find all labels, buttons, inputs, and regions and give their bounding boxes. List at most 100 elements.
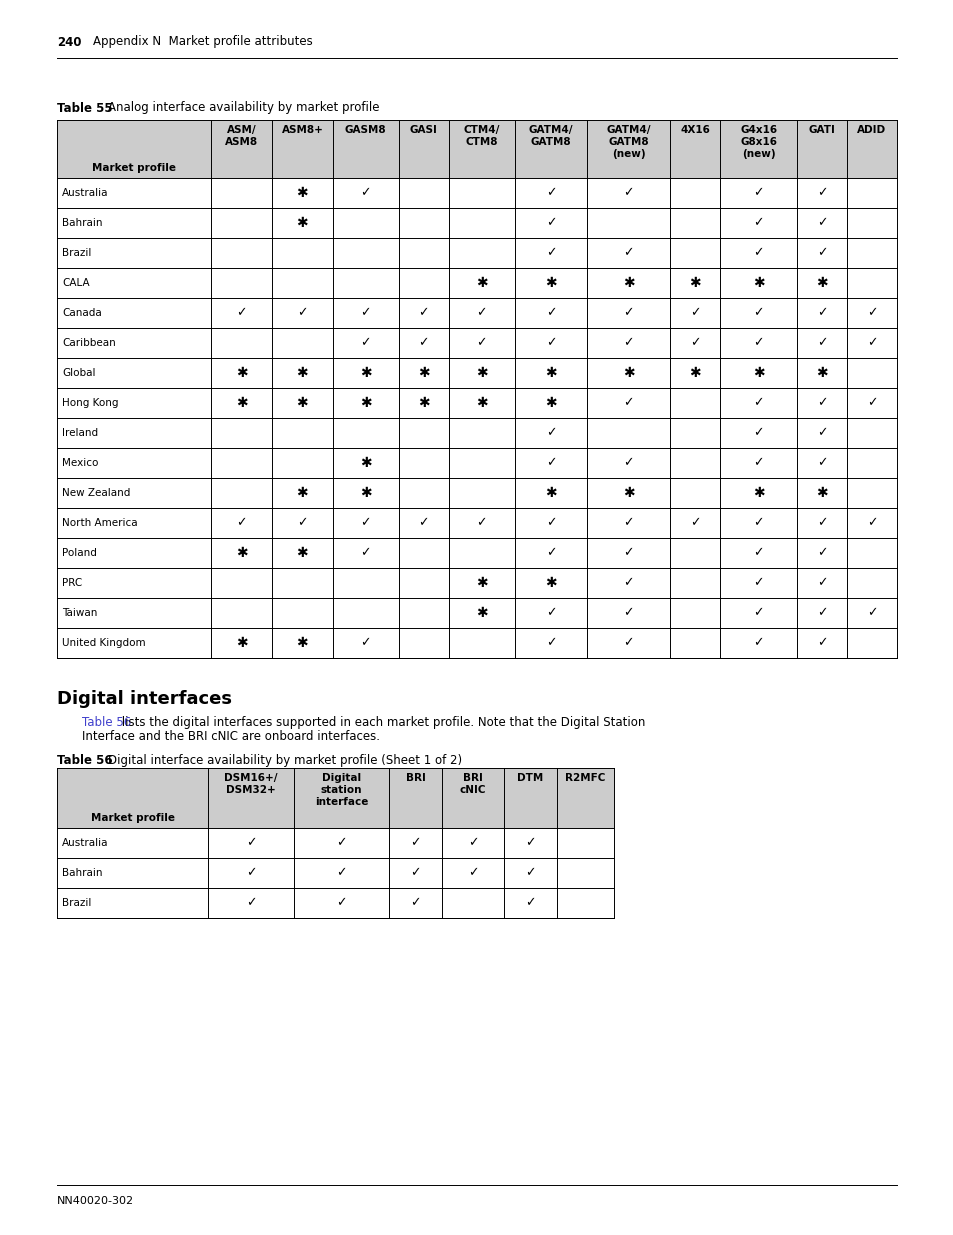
Text: CALA: CALA (62, 278, 90, 288)
Text: ✓: ✓ (418, 336, 429, 350)
Text: BRI: BRI (462, 773, 482, 783)
Text: NN40020-302: NN40020-302 (57, 1195, 134, 1207)
Text: Appendix N  Market profile attributes: Appendix N Market profile attributes (92, 36, 313, 48)
Text: Table 56: Table 56 (57, 755, 112, 767)
Text: ✱: ✱ (296, 186, 308, 200)
Text: Global: Global (62, 368, 95, 378)
Text: ✱: ✱ (815, 275, 827, 290)
Text: G8x16: G8x16 (740, 137, 777, 147)
Text: ✱: ✱ (544, 487, 557, 500)
Text: ✓: ✓ (476, 306, 487, 320)
Text: ASM/: ASM/ (227, 125, 256, 135)
Text: ✓: ✓ (753, 636, 763, 650)
Text: GATM4/: GATM4/ (528, 125, 573, 135)
Text: Brazil: Brazil (62, 898, 91, 908)
Text: ✓: ✓ (245, 836, 255, 850)
Text: Analog interface availability by market profile: Analog interface availability by market … (108, 101, 379, 115)
Text: ✓: ✓ (816, 186, 826, 200)
Text: Canada: Canada (62, 308, 102, 317)
Text: ✓: ✓ (545, 426, 556, 440)
Text: ✓: ✓ (336, 836, 347, 850)
Text: ✓: ✓ (866, 516, 877, 530)
Text: ✓: ✓ (476, 516, 487, 530)
Text: interface: interface (314, 797, 368, 806)
Text: ✓: ✓ (623, 247, 634, 259)
Text: GASI: GASI (410, 125, 437, 135)
Text: ✓: ✓ (545, 186, 556, 200)
Text: ✱: ✱ (622, 275, 634, 290)
Text: ✱: ✱ (544, 366, 557, 380)
Text: ✓: ✓ (545, 457, 556, 469)
Text: Australia: Australia (62, 188, 109, 198)
Text: ✱: ✱ (476, 366, 487, 380)
Text: ✓: ✓ (418, 516, 429, 530)
Text: ✓: ✓ (524, 897, 535, 909)
Text: North America: North America (62, 517, 137, 529)
FancyBboxPatch shape (57, 768, 614, 827)
Text: ✓: ✓ (753, 547, 763, 559)
Text: 240: 240 (57, 36, 81, 48)
Text: ✱: ✱ (296, 396, 308, 410)
Text: ✱: ✱ (689, 275, 700, 290)
Text: United Kingdom: United Kingdom (62, 638, 146, 648)
Text: ✓: ✓ (524, 867, 535, 879)
Text: ✓: ✓ (524, 836, 535, 850)
Text: BRI: BRI (405, 773, 425, 783)
Text: ✓: ✓ (360, 306, 371, 320)
Text: Bahrain: Bahrain (62, 868, 102, 878)
Text: ✱: ✱ (815, 487, 827, 500)
Text: ✓: ✓ (545, 516, 556, 530)
Text: GATM8: GATM8 (608, 137, 648, 147)
Text: Market profile: Market profile (92, 163, 176, 173)
Text: Interface and the BRI cNIC are onboard interfaces.: Interface and the BRI cNIC are onboard i… (82, 730, 379, 743)
Text: ✓: ✓ (360, 547, 371, 559)
Text: ✓: ✓ (753, 186, 763, 200)
Text: ADID: ADID (857, 125, 885, 135)
Text: ✓: ✓ (545, 336, 556, 350)
Text: ✓: ✓ (816, 247, 826, 259)
Text: ✓: ✓ (623, 636, 634, 650)
Text: ✓: ✓ (623, 606, 634, 620)
Text: ✓: ✓ (360, 186, 371, 200)
Text: ASM8+: ASM8+ (281, 125, 323, 135)
Text: ✓: ✓ (753, 216, 763, 230)
Text: ✓: ✓ (816, 516, 826, 530)
Text: Poland: Poland (62, 548, 97, 558)
Text: (new): (new) (741, 149, 775, 159)
Text: ✱: ✱ (235, 366, 247, 380)
Text: Table 56: Table 56 (82, 716, 132, 729)
Text: GATM8: GATM8 (530, 137, 571, 147)
Text: ✱: ✱ (752, 366, 763, 380)
Text: ✓: ✓ (816, 577, 826, 589)
Text: ✓: ✓ (623, 457, 634, 469)
Text: ✱: ✱ (417, 366, 429, 380)
Text: ✓: ✓ (360, 336, 371, 350)
Text: ✓: ✓ (623, 396, 634, 410)
Text: Digital interfaces: Digital interfaces (57, 690, 232, 708)
Text: 4X16: 4X16 (679, 125, 709, 135)
Text: Australia: Australia (62, 839, 109, 848)
Text: ✓: ✓ (753, 396, 763, 410)
Text: ✱: ✱ (296, 366, 308, 380)
Text: GASM8: GASM8 (345, 125, 386, 135)
Text: ✱: ✱ (359, 396, 371, 410)
Text: ✱: ✱ (544, 275, 557, 290)
Text: ✓: ✓ (418, 306, 429, 320)
Text: ✓: ✓ (545, 216, 556, 230)
Text: PRC: PRC (62, 578, 82, 588)
Text: ✓: ✓ (816, 457, 826, 469)
Text: ✓: ✓ (753, 336, 763, 350)
Text: ✓: ✓ (623, 547, 634, 559)
Text: ✓: ✓ (753, 247, 763, 259)
Text: ✓: ✓ (296, 516, 307, 530)
Text: Mexico: Mexico (62, 458, 98, 468)
Text: ✓: ✓ (753, 306, 763, 320)
Text: ✓: ✓ (816, 336, 826, 350)
Text: ✱: ✱ (296, 216, 308, 230)
Text: Caribbean: Caribbean (62, 338, 115, 348)
Text: ✓: ✓ (753, 577, 763, 589)
Text: R2MFC: R2MFC (564, 773, 605, 783)
Text: ✓: ✓ (816, 306, 826, 320)
Text: ✓: ✓ (336, 897, 347, 909)
Text: ✓: ✓ (689, 336, 700, 350)
